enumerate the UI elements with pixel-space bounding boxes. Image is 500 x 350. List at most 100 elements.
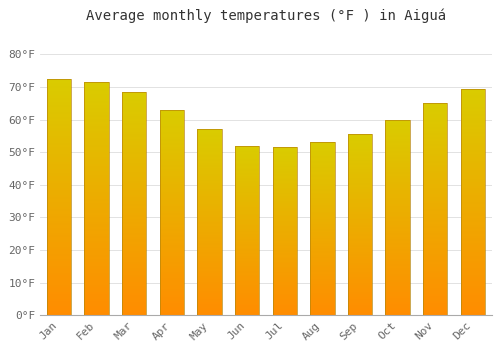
- Bar: [310, 158, 334, 160]
- Bar: [386, 125, 410, 127]
- Bar: [423, 150, 448, 152]
- Bar: [84, 147, 109, 150]
- Bar: [198, 161, 222, 163]
- Bar: [386, 294, 410, 296]
- Bar: [386, 229, 410, 231]
- Bar: [235, 168, 260, 169]
- Bar: [310, 215, 334, 217]
- Bar: [160, 241, 184, 244]
- Bar: [160, 219, 184, 221]
- Bar: [84, 129, 109, 131]
- Bar: [47, 181, 71, 183]
- Bar: [386, 217, 410, 219]
- Bar: [160, 276, 184, 278]
- Bar: [272, 210, 297, 211]
- Bar: [460, 182, 485, 184]
- Bar: [160, 266, 184, 268]
- Bar: [423, 144, 448, 146]
- Bar: [460, 130, 485, 132]
- Bar: [122, 210, 146, 212]
- Bar: [460, 184, 485, 186]
- Bar: [235, 212, 260, 214]
- Bar: [198, 144, 222, 146]
- Bar: [160, 301, 184, 303]
- Bar: [47, 313, 71, 315]
- Bar: [386, 176, 410, 178]
- Bar: [235, 243, 260, 244]
- Bar: [198, 228, 222, 230]
- Bar: [198, 295, 222, 297]
- Bar: [386, 131, 410, 133]
- Bar: [423, 303, 448, 305]
- Bar: [84, 154, 109, 157]
- Bar: [235, 314, 260, 315]
- Bar: [122, 273, 146, 275]
- Bar: [122, 309, 146, 311]
- Bar: [423, 118, 448, 120]
- Bar: [348, 259, 372, 261]
- Bar: [47, 308, 71, 311]
- Bar: [348, 288, 372, 290]
- Bar: [310, 154, 334, 156]
- Bar: [160, 223, 184, 225]
- Bar: [160, 190, 184, 192]
- Bar: [198, 191, 222, 192]
- Bar: [47, 221, 71, 223]
- Bar: [84, 150, 109, 152]
- Bar: [460, 293, 485, 295]
- Bar: [310, 312, 334, 314]
- Bar: [386, 241, 410, 243]
- Bar: [84, 215, 109, 217]
- Bar: [122, 313, 146, 315]
- Bar: [160, 295, 184, 297]
- Bar: [47, 197, 71, 199]
- Bar: [235, 217, 260, 219]
- Bar: [160, 182, 184, 184]
- Bar: [198, 267, 222, 269]
- Bar: [198, 273, 222, 274]
- Bar: [423, 220, 448, 222]
- Bar: [460, 148, 485, 150]
- Bar: [460, 297, 485, 300]
- Bar: [310, 222, 334, 224]
- Bar: [423, 112, 448, 114]
- Bar: [348, 243, 372, 245]
- Bar: [272, 265, 297, 267]
- Bar: [198, 176, 222, 178]
- Bar: [423, 296, 448, 299]
- Bar: [160, 289, 184, 291]
- Bar: [423, 245, 448, 247]
- Bar: [160, 287, 184, 289]
- Bar: [47, 147, 71, 150]
- Bar: [460, 109, 485, 111]
- Bar: [272, 225, 297, 226]
- Bar: [310, 160, 334, 161]
- Bar: [460, 259, 485, 261]
- Bar: [272, 183, 297, 184]
- Bar: [386, 278, 410, 280]
- Bar: [198, 213, 222, 215]
- Bar: [348, 236, 372, 238]
- Bar: [348, 174, 372, 176]
- Bar: [272, 300, 297, 302]
- Bar: [348, 210, 372, 212]
- Bar: [348, 279, 372, 281]
- Bar: [272, 299, 297, 300]
- Bar: [160, 272, 184, 274]
- Bar: [272, 257, 297, 258]
- Bar: [235, 178, 260, 180]
- Bar: [235, 231, 260, 232]
- Bar: [386, 304, 410, 306]
- Bar: [84, 108, 109, 110]
- Bar: [272, 235, 297, 236]
- Bar: [198, 165, 222, 167]
- Bar: [423, 262, 448, 265]
- Bar: [272, 243, 297, 245]
- Bar: [47, 86, 71, 88]
- Bar: [272, 255, 297, 257]
- Bar: [272, 171, 297, 173]
- Bar: [122, 107, 146, 110]
- Bar: [272, 161, 297, 162]
- Bar: [386, 265, 410, 266]
- Bar: [272, 218, 297, 219]
